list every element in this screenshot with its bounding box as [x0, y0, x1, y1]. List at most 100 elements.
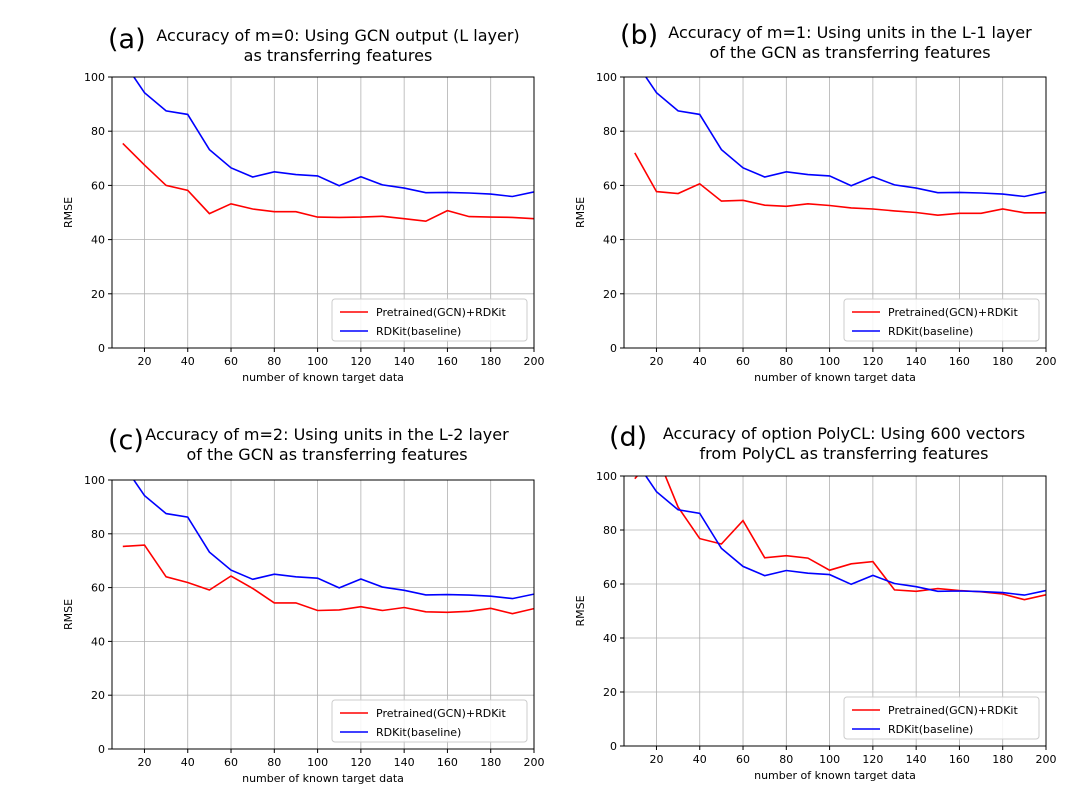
x-tick-label: 140 — [394, 355, 415, 368]
x-tick-label: 140 — [906, 355, 927, 368]
legend: Pretrained(GCN)+RDKit RDKit(baseline) — [331, 298, 528, 342]
x-tick-label: 40 — [181, 756, 195, 769]
chart-title-line-2: as transferring features — [243, 46, 433, 65]
y-tick-label: 20 — [91, 689, 105, 702]
chart-title: Accuracy of option PolyCL: Using 600 vec… — [639, 424, 1049, 464]
x-tick-label: 100 — [819, 355, 840, 368]
x-tick-label: 120 — [350, 355, 371, 368]
x-tick-label: 80 — [779, 355, 793, 368]
panel-d: (d) Accuracy of option PolyCL: Using 600… — [512, 400, 1057, 805]
legend-label-0: Pretrained(GCN)+RDKit — [888, 306, 1018, 319]
x-tick-label: 20 — [649, 753, 663, 766]
x-tick-label: 160 — [437, 756, 458, 769]
x-tick-label: 120 — [862, 753, 883, 766]
chart-title-line-1: Accuracy of m=1: Using units in the L-1 … — [668, 23, 1032, 42]
series-line-1 — [132, 77, 534, 198]
legend-label-1: RDKit(baseline) — [888, 325, 973, 338]
chart-plot: 20 40 60 80 100 120 140 160 180 200 0 20 40 60 80 100 nu… — [62, 474, 545, 785]
y-tick-label: 40 — [603, 632, 617, 645]
x-tick-label: 160 — [949, 355, 970, 368]
y-tick-label: 60 — [603, 578, 617, 591]
y-tick-label: 80 — [603, 524, 617, 537]
y-axis-label: RMSE — [574, 595, 587, 626]
y-tick-label: 40 — [91, 635, 105, 648]
plot-frame — [111, 76, 535, 349]
y-tick-label: 20 — [91, 288, 105, 301]
legend-label-0: Pretrained(GCN)+RDKit — [888, 704, 1018, 717]
x-tick-label: 80 — [779, 753, 793, 766]
plot-frame — [111, 479, 535, 750]
y-tick-label: 60 — [91, 179, 105, 192]
y-tick-label: 0 — [610, 342, 617, 355]
legend-box — [331, 298, 528, 342]
x-axis-label: number of known target data — [242, 371, 404, 384]
y-tick-label: 100 — [596, 71, 617, 84]
x-tick-label: 80 — [267, 756, 281, 769]
x-tick-label: 200 — [1036, 753, 1057, 766]
chart-title-line-1: Accuracy of option PolyCL: Using 600 vec… — [662, 424, 1026, 443]
y-tick-label: 80 — [91, 528, 105, 541]
series-line-0 — [634, 152, 1046, 217]
x-tick-label: 20 — [649, 355, 663, 368]
y-tick-label: 100 — [596, 470, 617, 483]
series-line-1 — [644, 77, 1046, 198]
x-tick-label: 160 — [949, 753, 970, 766]
panel-c: (c) Accuracy of m=2: Using units in the … — [0, 403, 545, 808]
x-tick-label: 80 — [267, 355, 281, 368]
x-tick-label: 140 — [906, 753, 927, 766]
y-axis-label: RMSE — [62, 197, 75, 228]
legend-label-0: Pretrained(GCN)+RDKit — [376, 707, 506, 720]
x-tick-label: 100 — [307, 756, 328, 769]
x-tick-label: 120 — [862, 355, 883, 368]
legend-box — [331, 699, 528, 743]
x-tick-label: 200 — [524, 756, 545, 769]
x-tick-label: 60 — [736, 355, 750, 368]
y-tick-label: 60 — [91, 582, 105, 595]
series-line-0 — [122, 544, 534, 615]
y-tick-label: 40 — [91, 234, 105, 247]
y-tick-label: 100 — [84, 71, 105, 84]
chart-plot: 20 40 60 80 100 120 140 160 180 200 0 20 40 60 80 100 nu… — [574, 470, 1057, 782]
y-tick-label: 0 — [98, 342, 105, 355]
x-tick-label: 60 — [224, 756, 238, 769]
x-tick-label: 180 — [480, 355, 501, 368]
panel-label: (d) — [609, 422, 648, 453]
y-tick-label: 100 — [84, 474, 105, 487]
legend-label-1: RDKit(baseline) — [888, 723, 973, 736]
chart-plot: 20 40 60 80 100 120 140 160 180 200 0 20 40 60 80 100 nu… — [574, 71, 1057, 384]
x-tick-label: 60 — [224, 355, 238, 368]
panel-b: (b) Accuracy of m=1: Using units in the … — [512, 0, 1057, 405]
legend: Pretrained(GCN)+RDKit RDKit(baseline) — [843, 298, 1040, 342]
chart-title-line-1: Accuracy of m=0: Using GCN output (L lay… — [156, 26, 520, 45]
x-tick-label: 140 — [394, 756, 415, 769]
y-tick-label: 20 — [603, 288, 617, 301]
plot-frame — [623, 475, 1047, 747]
chart-title: Accuracy of m=1: Using units in the L-1 … — [645, 23, 1055, 63]
legend-box — [843, 298, 1040, 342]
y-tick-label: 80 — [603, 125, 617, 138]
y-tick-label: 40 — [603, 234, 617, 247]
legend-label-1: RDKit(baseline) — [376, 325, 461, 338]
x-tick-label: 60 — [736, 753, 750, 766]
x-tick-label: 40 — [181, 355, 195, 368]
x-tick-label: 200 — [1036, 355, 1057, 368]
x-axis-label: number of known target data — [754, 371, 916, 384]
series-line-1 — [132, 480, 534, 600]
x-tick-label: 20 — [137, 355, 151, 368]
y-axis-label: RMSE — [62, 599, 75, 630]
chart-plot: 20 40 60 80 100 120 140 160 180 200 0 20 40 60 80 100 nu… — [62, 71, 545, 384]
legend-label-0: Pretrained(GCN)+RDKit — [376, 306, 506, 319]
x-tick-label: 100 — [307, 355, 328, 368]
plot-frame — [623, 76, 1047, 349]
chart-title-line-1: Accuracy of m=2: Using units in the L-2 … — [145, 425, 509, 444]
panel-label: (a) — [108, 24, 146, 55]
x-tick-label: 120 — [350, 756, 371, 769]
panel-label: (c) — [108, 425, 144, 456]
y-tick-label: 20 — [603, 686, 617, 699]
legend: Pretrained(GCN)+RDKit RDKit(baseline) — [331, 699, 528, 743]
y-tick-label: 60 — [603, 179, 617, 192]
x-tick-label: 200 — [524, 355, 545, 368]
y-axis-label: RMSE — [574, 197, 587, 228]
legend: Pretrained(GCN)+RDKit RDKit(baseline) — [843, 696, 1040, 740]
x-tick-label: 40 — [693, 753, 707, 766]
